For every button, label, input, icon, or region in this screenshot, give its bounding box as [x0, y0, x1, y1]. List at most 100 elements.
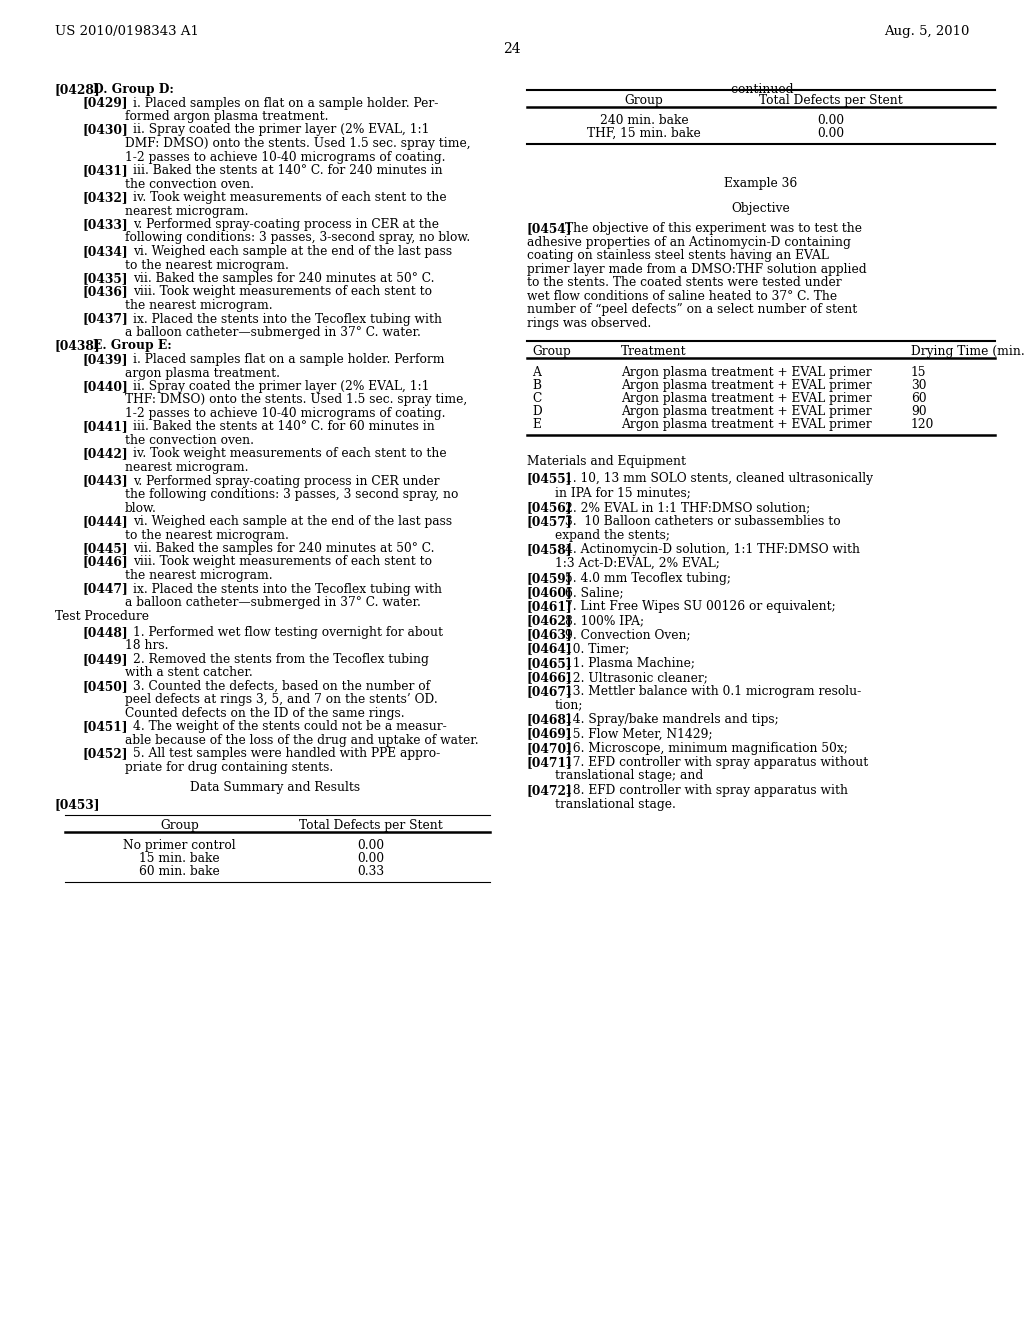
Text: Argon plasma treatment + EVAL primer: Argon plasma treatment + EVAL primer: [621, 405, 871, 418]
Text: Drying Time (min.): Drying Time (min.): [910, 345, 1024, 358]
Text: [0461]: [0461]: [527, 601, 572, 612]
Text: Argon plasma treatment + EVAL primer: Argon plasma treatment + EVAL primer: [621, 418, 871, 430]
Text: 9. Convection Oven;: 9. Convection Oven;: [565, 628, 690, 642]
Text: iii. Baked the stents at 140° C. for 240 minutes in: iii. Baked the stents at 140° C. for 240…: [133, 164, 442, 177]
Text: 2. Removed the stents from the Tecoflex tubing: 2. Removed the stents from the Tecoflex …: [133, 652, 429, 665]
Text: vii. Baked the samples for 240 minutes at 50° C.: vii. Baked the samples for 240 minutes a…: [133, 543, 434, 554]
Text: 1-2 passes to achieve 10-40 micrograms of coating.: 1-2 passes to achieve 10-40 micrograms o…: [125, 150, 445, 164]
Text: 4. Actinomycin-D solution, 1:1 THF:DMSO with: 4. Actinomycin-D solution, 1:1 THF:DMSO …: [565, 544, 860, 556]
Text: blow.: blow.: [125, 502, 157, 515]
Text: Group: Group: [625, 94, 664, 107]
Text: i. Placed samples flat on a sample holder. Perform: i. Placed samples flat on a sample holde…: [133, 352, 444, 366]
Text: tion;: tion;: [555, 698, 584, 711]
Text: Example 36: Example 36: [724, 177, 798, 190]
Text: [0434]: [0434]: [83, 246, 129, 257]
Text: ii. Spray coated the primer layer (2% EVAL, 1:1: ii. Spray coated the primer layer (2% EV…: [133, 380, 429, 393]
Text: 15. Flow Meter, N1429;: 15. Flow Meter, N1429;: [565, 727, 713, 741]
Text: 90: 90: [910, 405, 927, 418]
Text: 15: 15: [910, 367, 927, 379]
Text: [0458]: [0458]: [527, 544, 572, 556]
Text: Treatment: Treatment: [621, 345, 686, 358]
Text: to the nearest microgram.: to the nearest microgram.: [125, 259, 289, 272]
Text: nearest microgram.: nearest microgram.: [125, 205, 249, 218]
Text: Test Procedure: Test Procedure: [55, 610, 150, 623]
Text: C: C: [532, 392, 542, 405]
Text: to the nearest microgram.: to the nearest microgram.: [125, 528, 289, 541]
Text: Group: Group: [161, 818, 199, 832]
Text: [0430]: [0430]: [83, 124, 129, 136]
Text: 12. Ultrasonic cleaner;: 12. Ultrasonic cleaner;: [565, 671, 708, 684]
Text: [0469]: [0469]: [527, 727, 572, 741]
Text: A: A: [532, 367, 541, 379]
Text: 14. Spray/bake mandrels and tips;: 14. Spray/bake mandrels and tips;: [565, 713, 778, 726]
Text: iv. Took weight measurements of each stent to the: iv. Took weight measurements of each ste…: [133, 447, 446, 461]
Text: coating on stainless steel stents having an EVAL: coating on stainless steel stents having…: [527, 249, 828, 263]
Text: [0450]: [0450]: [83, 680, 129, 693]
Text: priate for drug containing stents.: priate for drug containing stents.: [125, 760, 333, 774]
Text: Total Defects per Stent: Total Defects per Stent: [760, 94, 903, 107]
Text: THF: DMSO) onto the stents. Used 1.5 sec. spray time,: THF: DMSO) onto the stents. Used 1.5 sec…: [125, 393, 467, 407]
Text: [0437]: [0437]: [83, 313, 129, 326]
Text: [0447]: [0447]: [83, 582, 129, 595]
Text: The objective of this experiment was to test the: The objective of this experiment was to …: [565, 222, 862, 235]
Text: translational stage.: translational stage.: [555, 797, 676, 810]
Text: with a stent catcher.: with a stent catcher.: [125, 667, 253, 680]
Text: 0.00: 0.00: [357, 840, 385, 851]
Text: [0443]: [0443]: [83, 474, 129, 487]
Text: [0467]: [0467]: [527, 685, 572, 698]
Text: viii. Took weight measurements of each stent to: viii. Took weight measurements of each s…: [133, 285, 432, 298]
Text: i. Placed samples on flat on a sample holder. Per-: i. Placed samples on flat on a sample ho…: [133, 96, 438, 110]
Text: [0456]: [0456]: [527, 500, 572, 513]
Text: wet flow conditions of saline heated to 37° C. The: wet flow conditions of saline heated to …: [527, 289, 838, 302]
Text: [0438]: [0438]: [55, 339, 100, 352]
Text: D: D: [532, 405, 542, 418]
Text: [0433]: [0433]: [83, 218, 129, 231]
Text: [0452]: [0452]: [83, 747, 128, 760]
Text: [0431]: [0431]: [83, 164, 129, 177]
Text: Argon plasma treatment + EVAL primer: Argon plasma treatment + EVAL primer: [621, 392, 871, 405]
Text: [0444]: [0444]: [83, 515, 129, 528]
Text: v. Performed spray-coating process in CER at the: v. Performed spray-coating process in CE…: [133, 218, 439, 231]
Text: -continued: -continued: [728, 83, 795, 96]
Text: 5. 4.0 mm Tecoflex tubing;: 5. 4.0 mm Tecoflex tubing;: [565, 572, 731, 585]
Text: 7. Lint Free Wipes SU 00126 or equivalent;: 7. Lint Free Wipes SU 00126 or equivalen…: [565, 601, 836, 612]
Text: Data Summary and Results: Data Summary and Results: [189, 781, 360, 793]
Text: 24: 24: [503, 42, 521, 55]
Text: 1-2 passes to achieve 10-40 micrograms of coating.: 1-2 passes to achieve 10-40 micrograms o…: [125, 407, 445, 420]
Text: THF, 15 min. bake: THF, 15 min. bake: [587, 127, 700, 140]
Text: following conditions: 3 passes, 3-second spray, no blow.: following conditions: 3 passes, 3-second…: [125, 231, 470, 244]
Text: Counted defects on the ID of the same rings.: Counted defects on the ID of the same ri…: [125, 706, 404, 719]
Text: primer layer made from a DMSO:THF solution applied: primer layer made from a DMSO:THF soluti…: [527, 263, 866, 276]
Text: a balloon catheter—submerged in 37° C. water.: a balloon catheter—submerged in 37° C. w…: [125, 597, 421, 609]
Text: [0460]: [0460]: [527, 586, 572, 599]
Text: iv. Took weight measurements of each stent to the: iv. Took weight measurements of each ste…: [133, 191, 446, 205]
Text: 18. EFD controller with spray apparatus with: 18. EFD controller with spray apparatus …: [565, 784, 848, 797]
Text: ii. Spray coated the primer layer (2% EVAL, 1:1: ii. Spray coated the primer layer (2% EV…: [133, 124, 429, 136]
Text: No primer control: No primer control: [124, 840, 237, 851]
Text: [0463]: [0463]: [527, 628, 572, 642]
Text: Group: Group: [532, 345, 570, 358]
Text: 16. Microscope, minimum magnification 50x;: 16. Microscope, minimum magnification 50…: [565, 742, 848, 755]
Text: 10. Timer;: 10. Timer;: [565, 643, 630, 656]
Text: Aug. 5, 2010: Aug. 5, 2010: [884, 25, 969, 38]
Text: 18 hrs.: 18 hrs.: [125, 639, 169, 652]
Text: [0454]: [0454]: [527, 222, 572, 235]
Text: vii. Baked the samples for 240 minutes at 50° C.: vii. Baked the samples for 240 minutes a…: [133, 272, 434, 285]
Text: 0.00: 0.00: [357, 851, 385, 865]
Text: peel defects at rings 3, 5, and 7 on the stents’ OD.: peel defects at rings 3, 5, and 7 on the…: [125, 693, 437, 706]
Text: [0472]: [0472]: [527, 784, 572, 797]
Text: [0471]: [0471]: [527, 756, 572, 770]
Text: [0436]: [0436]: [83, 285, 129, 298]
Text: 120: 120: [910, 418, 934, 430]
Text: E. Group E:: E. Group E:: [93, 339, 172, 352]
Text: 3. Counted the defects, based on the number of: 3. Counted the defects, based on the num…: [133, 680, 430, 693]
Text: [0466]: [0466]: [527, 671, 572, 684]
Text: 2. 2% EVAL in 1:1 THF:DMSO solution;: 2. 2% EVAL in 1:1 THF:DMSO solution;: [565, 500, 810, 513]
Text: 0.33: 0.33: [357, 865, 385, 878]
Text: [0441]: [0441]: [83, 421, 129, 433]
Text: [0470]: [0470]: [527, 742, 572, 755]
Text: 0.00: 0.00: [817, 127, 845, 140]
Text: number of “peel defects” on a select number of stent: number of “peel defects” on a select num…: [527, 304, 857, 315]
Text: Objective: Objective: [731, 202, 791, 215]
Text: 1. 10, 13 mm SOLO stents, cleaned ultrasonically: 1. 10, 13 mm SOLO stents, cleaned ultras…: [565, 473, 873, 486]
